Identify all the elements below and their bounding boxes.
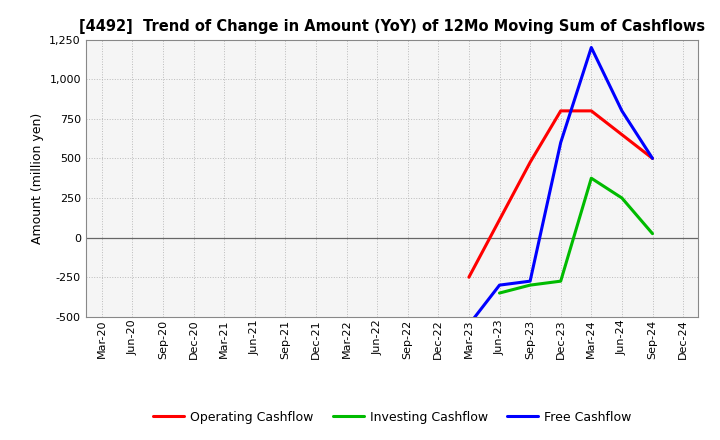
Free Cashflow xyxy=(618,108,626,114)
Operating Cashflow xyxy=(526,160,534,165)
Free Cashflow xyxy=(587,45,595,50)
Operating Cashflow xyxy=(648,156,657,161)
Free Cashflow xyxy=(464,322,473,327)
Free Cashflow xyxy=(526,279,534,284)
Operating Cashflow xyxy=(587,108,595,114)
Free Cashflow xyxy=(648,156,657,161)
Investing Cashflow xyxy=(587,176,595,181)
Investing Cashflow xyxy=(618,195,626,201)
Operating Cashflow xyxy=(464,275,473,280)
Investing Cashflow xyxy=(526,282,534,288)
Investing Cashflow xyxy=(557,279,565,284)
Line: Free Cashflow: Free Cashflow xyxy=(469,48,652,325)
Investing Cashflow xyxy=(495,290,504,296)
Line: Operating Cashflow: Operating Cashflow xyxy=(469,111,652,277)
Title: [4492]  Trend of Change in Amount (YoY) of 12Mo Moving Sum of Cashflows: [4492] Trend of Change in Amount (YoY) o… xyxy=(79,19,706,34)
Free Cashflow xyxy=(495,282,504,288)
Y-axis label: Amount (million yen): Amount (million yen) xyxy=(31,113,44,244)
Line: Investing Cashflow: Investing Cashflow xyxy=(500,178,652,293)
Operating Cashflow xyxy=(557,108,565,114)
Legend: Operating Cashflow, Investing Cashflow, Free Cashflow: Operating Cashflow, Investing Cashflow, … xyxy=(148,406,636,429)
Free Cashflow xyxy=(557,140,565,145)
Investing Cashflow xyxy=(648,231,657,236)
